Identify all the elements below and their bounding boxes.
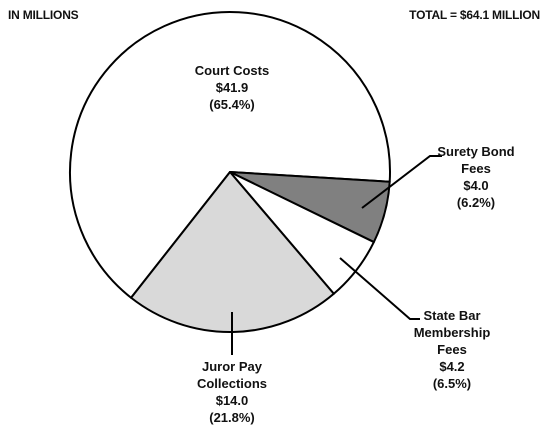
slice-label: Surety Bond Fees $4.0 (6.2%) xyxy=(431,143,521,211)
slice-label: State Bar Membership Fees $4.2 (6.5%) xyxy=(407,307,497,392)
category-label: Surety Bond Fees xyxy=(437,144,515,176)
category-label: State Bar Membership Fees xyxy=(413,308,491,357)
value-label: $4.2 xyxy=(439,359,465,374)
pie-slice xyxy=(130,171,335,333)
value-label: $14.0 xyxy=(215,393,249,408)
percent-label: (6.5%) xyxy=(432,376,472,391)
pie-slice xyxy=(69,11,391,299)
slice-label: Court Costs $41.9 (65.4%) xyxy=(167,62,297,113)
value-label: $41.9 xyxy=(215,80,249,95)
leader-line xyxy=(339,257,420,320)
slice-label: Juror Pay Collections $14.0 (21.8%) xyxy=(182,358,282,426)
category-label: Juror Pay Collections xyxy=(196,359,268,391)
category-label: Court Costs xyxy=(194,63,270,78)
percent-label: (6.2%) xyxy=(456,195,496,210)
percent-label: (65.4%) xyxy=(209,97,255,112)
value-label: $4.0 xyxy=(463,178,489,193)
leader-line xyxy=(361,155,442,209)
percent-label: (21.8%) xyxy=(209,410,255,425)
units-note: IN MILLIONS xyxy=(8,8,79,22)
total-note: TOTAL = $64.1 MILLION xyxy=(409,8,540,22)
